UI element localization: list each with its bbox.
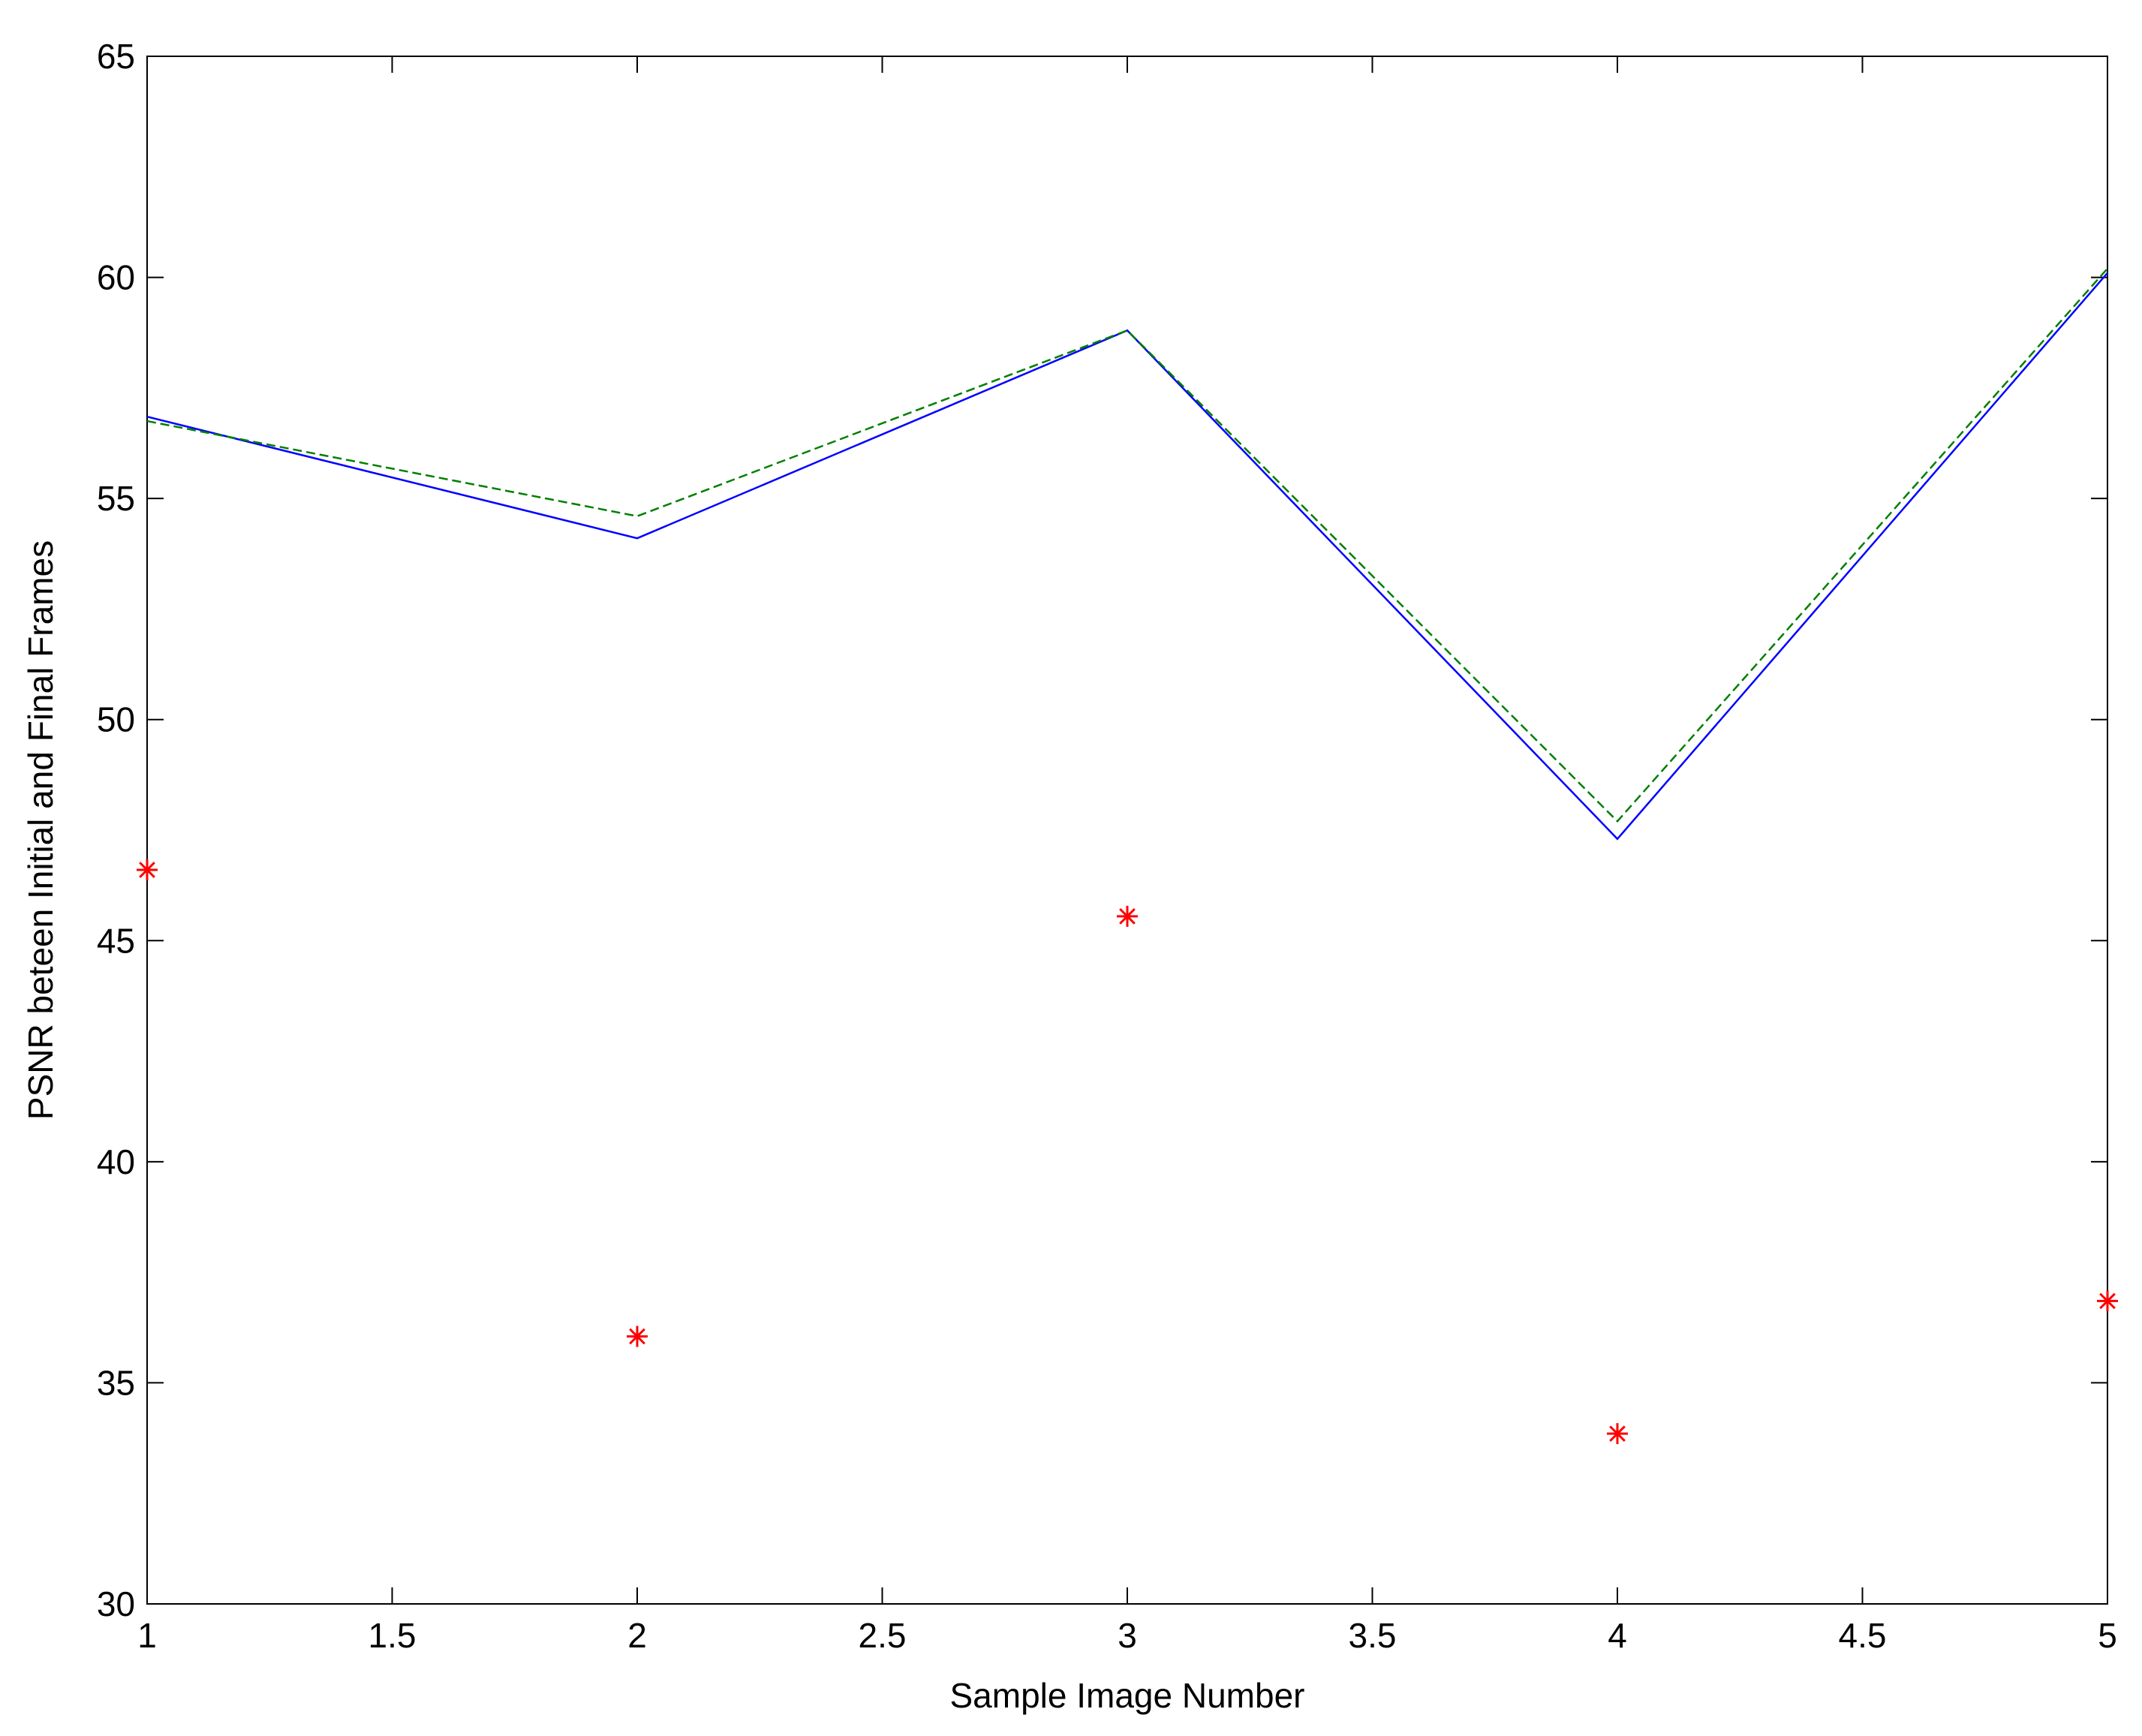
x-tick-label: 1 (137, 1616, 157, 1655)
y-tick-label: 35 (97, 1363, 135, 1402)
star-marker (137, 859, 158, 881)
x-tick-label: 2.5 (859, 1616, 907, 1655)
y-tick-label: 55 (97, 479, 135, 518)
x-tick-label: 4 (1608, 1616, 1627, 1655)
y-tick-label: 65 (97, 37, 135, 76)
star-marker (2097, 1290, 2118, 1312)
y-tick-label: 45 (97, 921, 135, 960)
series-line (146, 272, 2108, 841)
y-tick-label: 60 (97, 258, 135, 297)
star-marker (627, 1325, 648, 1347)
x-axis-label: Sample Image Number (950, 1676, 1305, 1715)
x-tick-label: 4.5 (1839, 1616, 1887, 1655)
x-tick-label: 5 (2098, 1616, 2117, 1655)
y-tick-label: 40 (97, 1142, 135, 1181)
x-tick-label: 2 (627, 1616, 647, 1655)
x-tick-label: 3 (1118, 1616, 1137, 1655)
star-marker (1117, 905, 1138, 927)
star-marker (1607, 1423, 1628, 1445)
x-tick-label: 1.5 (369, 1616, 417, 1655)
series-line (146, 267, 2108, 823)
x-tick-label: 3.5 (1349, 1616, 1397, 1655)
y-axis-label: PSNR beteen Initial and Final Frames (21, 540, 60, 1120)
y-tick-label: 50 (97, 700, 135, 739)
y-tick-label: 30 (97, 1584, 135, 1623)
